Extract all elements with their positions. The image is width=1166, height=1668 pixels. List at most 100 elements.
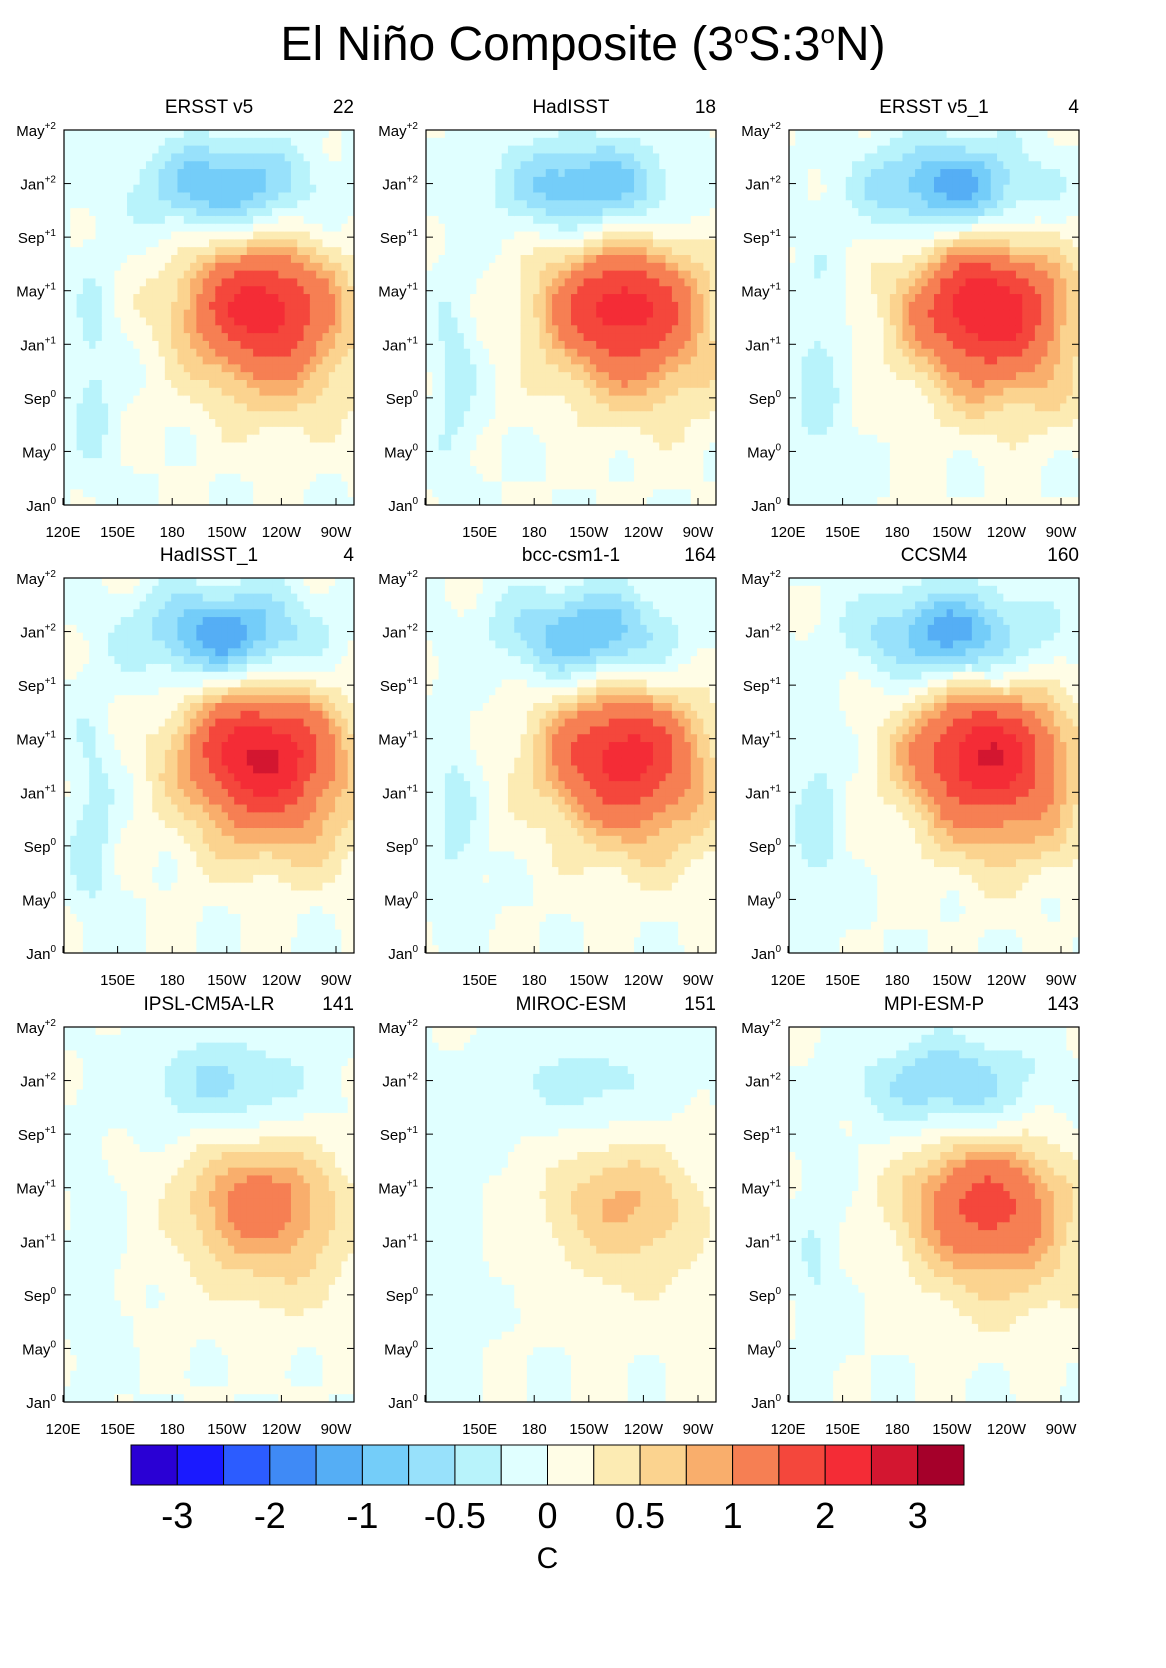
heat-cell	[159, 482, 166, 490]
heat-cell	[190, 411, 197, 419]
heat-cell	[222, 302, 229, 310]
heat-cell	[222, 286, 229, 294]
heat-cell	[278, 419, 285, 427]
heat-cell	[121, 489, 128, 497]
heat-cell	[70, 403, 77, 411]
heat-cell	[70, 482, 77, 490]
heat-cell	[152, 403, 159, 411]
heat-cell	[190, 146, 197, 154]
heat-cell	[165, 411, 172, 419]
heat-cell	[83, 138, 90, 146]
heat-cell	[152, 271, 159, 279]
heat-cell	[228, 200, 235, 208]
heat-cell	[272, 482, 279, 490]
heat-cell	[247, 357, 254, 365]
heat-cell	[127, 255, 134, 263]
heat-cell	[253, 130, 260, 138]
heat-cell	[108, 443, 115, 451]
heat-cell	[127, 286, 134, 294]
heat-cell	[272, 497, 279, 505]
heat-cell	[146, 427, 153, 435]
heat-cell	[64, 232, 71, 240]
heat-cell	[203, 435, 210, 443]
heat-cell	[203, 458, 210, 466]
heat-cell	[89, 474, 96, 482]
heat-cell	[102, 278, 109, 286]
heat-cell	[234, 302, 241, 310]
heat-cell	[165, 318, 172, 326]
heat-cell	[159, 177, 166, 185]
heat-cell	[114, 474, 121, 482]
heat-cell	[184, 224, 191, 232]
heat-cell	[297, 224, 304, 232]
heat-cell	[127, 411, 134, 419]
heat-cell	[203, 466, 210, 474]
heat-cell	[102, 193, 109, 201]
heat-cell	[285, 419, 292, 427]
heat-cell	[96, 325, 103, 333]
heat-cell	[222, 247, 229, 255]
heat-cell	[247, 466, 254, 474]
heat-cell	[165, 239, 172, 247]
heat-cell	[291, 177, 298, 185]
heat-cell	[253, 177, 260, 185]
heat-cell	[165, 403, 172, 411]
heat-cell	[228, 302, 235, 310]
heat-cell	[234, 169, 241, 177]
heat-cell	[272, 177, 279, 185]
heat-cell	[108, 216, 115, 224]
heat-cell	[127, 153, 134, 161]
heat-cell	[203, 450, 210, 458]
heat-cell	[190, 286, 197, 294]
heat-cell	[241, 435, 248, 443]
heat-cell	[297, 185, 304, 193]
heat-cell	[285, 169, 292, 177]
heat-cell	[247, 310, 254, 318]
heat-cell	[297, 177, 304, 185]
heat-cell	[77, 153, 84, 161]
heat-cell	[278, 482, 285, 490]
heat-cell	[190, 497, 197, 505]
heat-cell	[114, 224, 121, 232]
heat-cell	[152, 216, 159, 224]
heat-cell	[259, 239, 266, 247]
heat-cell	[70, 419, 77, 427]
heat-cell	[272, 411, 279, 419]
heat-cell	[127, 357, 134, 365]
heat-cell	[121, 255, 128, 263]
heat-cell	[196, 208, 203, 216]
heat-cell	[152, 411, 159, 419]
heat-cell	[177, 427, 184, 435]
heat-cell	[253, 153, 260, 161]
heat-cell	[297, 161, 304, 169]
heat-cell	[259, 302, 266, 310]
heat-cell	[266, 497, 273, 505]
heat-cell	[133, 271, 140, 279]
heat-cell	[234, 153, 241, 161]
heat-cell	[241, 325, 248, 333]
heat-cell	[291, 482, 298, 490]
heat-cell	[203, 208, 210, 216]
heat-cell	[209, 443, 216, 451]
heat-cell	[291, 341, 298, 349]
heat-cell	[96, 388, 103, 396]
heat-cell	[241, 396, 248, 404]
heat-cell	[272, 380, 279, 388]
heat-cell	[70, 286, 77, 294]
heat-cell	[259, 482, 266, 490]
heat-cell	[215, 388, 222, 396]
heat-cell	[190, 325, 197, 333]
heat-cell	[241, 255, 248, 263]
heat-cell	[259, 349, 266, 357]
heat-cell	[165, 224, 172, 232]
heat-cell	[196, 380, 203, 388]
heat-cell	[77, 341, 84, 349]
heat-cell	[241, 278, 248, 286]
heat-cell	[259, 294, 266, 302]
heat-cell	[253, 247, 260, 255]
heat-cell	[102, 224, 109, 232]
heat-cell	[140, 333, 147, 341]
heat-cell	[121, 153, 128, 161]
heat-cell	[222, 239, 229, 247]
heat-cell	[77, 208, 84, 216]
